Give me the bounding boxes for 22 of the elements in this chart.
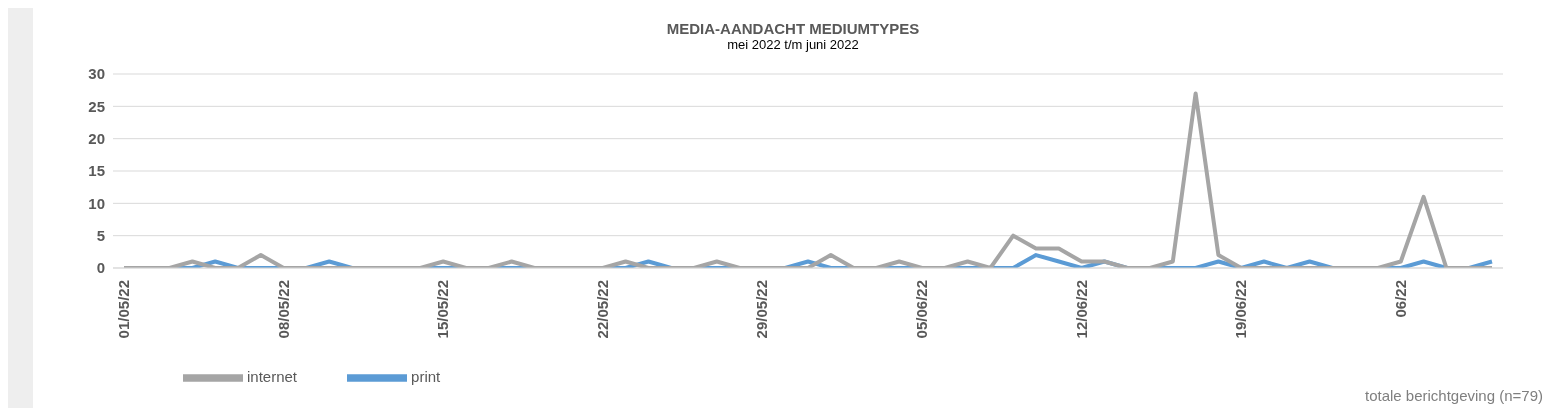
x-tick-label: 22/05/22 — [593, 280, 611, 339]
x-tick-label: 08/05/22 — [274, 280, 292, 339]
chart-title: MEDIA-AANDACHT MEDIUMTYPES — [665, 20, 921, 37]
y-tick-label: 0 — [96, 259, 105, 277]
legend-label: print — [411, 367, 441, 385]
x-tick-label: 12/06/22 — [1072, 280, 1090, 339]
x-tick-label: 01/05/22 — [115, 280, 132, 339]
y-tick-label: 5 — [96, 226, 105, 244]
chart-subtitle: mei 2022 t/m juni 2022 — [726, 37, 860, 52]
y-tick-label: 20 — [88, 129, 105, 147]
y-tick-label: 30 — [88, 65, 105, 83]
x-tick-label: 29/05/22 — [753, 280, 771, 339]
legend-label: internet — [247, 367, 298, 385]
x-tick-label: 05/06/22 — [913, 280, 930, 339]
line-series — [122, 91, 1494, 268]
y-tick-label: 25 — [88, 97, 105, 115]
text: totale berichtgeving (n=79) — [1364, 387, 1543, 404]
x-tick-label: 15/05/22 — [434, 280, 452, 339]
x-tick-label: 06/22 — [1391, 280, 1409, 318]
x-tick-label: 19/06/22 — [1232, 280, 1250, 339]
y-tick-label: 15 — [88, 162, 105, 180]
y-tick-label: 10 — [88, 194, 105, 212]
